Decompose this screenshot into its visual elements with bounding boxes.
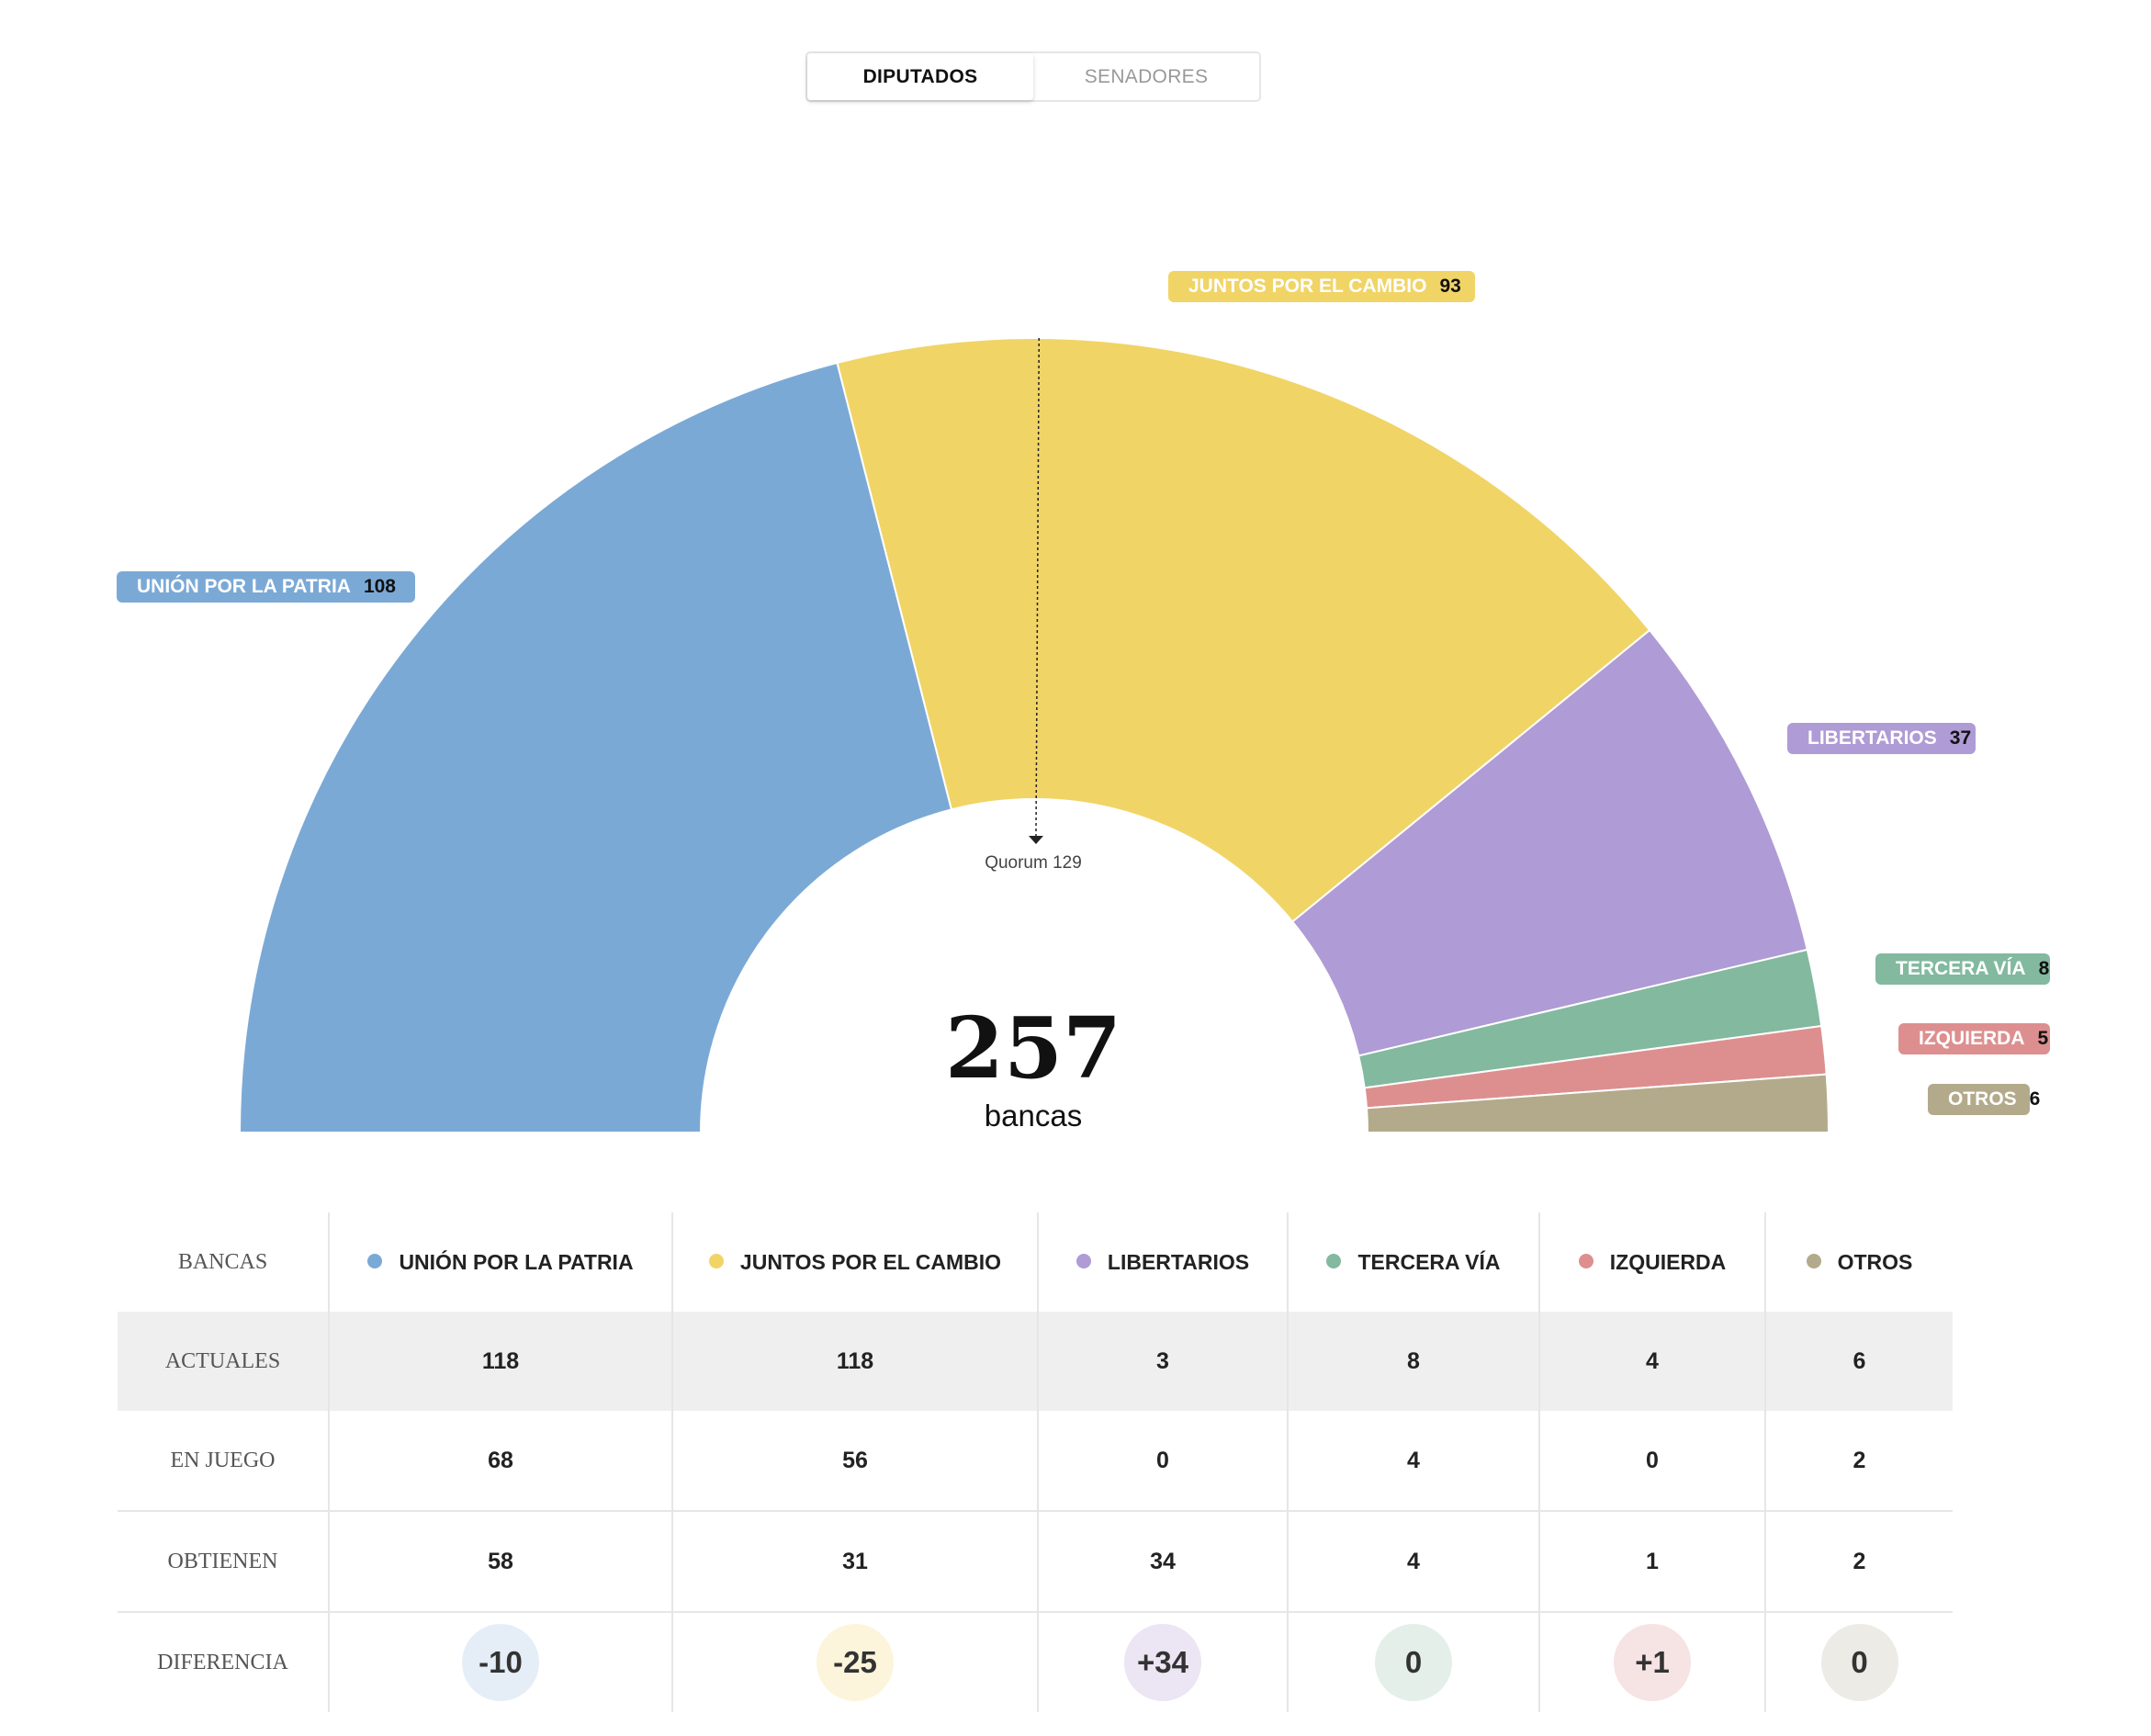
party-label-name: TERCERA VÍA bbox=[1896, 958, 2026, 979]
party-label-seats: 5 bbox=[2037, 1028, 2049, 1049]
party-label-seats: 93 bbox=[1439, 276, 1461, 297]
table-cell: 0 bbox=[1538, 1411, 1765, 1512]
party-label-seats: 37 bbox=[1949, 727, 1972, 749]
difference-badge: 0 bbox=[1375, 1624, 1452, 1701]
party-label: UNIÓN POR LA PATRIA 108 bbox=[117, 571, 415, 603]
party-column-label: TERCERA VÍA bbox=[1357, 1249, 1501, 1274]
party-column-header: UNIÓN POR LA PATRIA bbox=[328, 1212, 672, 1312]
party-label-name: IZQUIERDA bbox=[1919, 1028, 2025, 1049]
table-cell: 34 bbox=[1037, 1511, 1288, 1613]
slice-union-por-la-patria[interactable] bbox=[238, 361, 953, 1133]
party-dot-icon bbox=[1578, 1253, 1594, 1268]
table-cell: 4 bbox=[1287, 1511, 1539, 1613]
row-label: ACTUALES bbox=[118, 1312, 329, 1411]
table-cell: 4 bbox=[1287, 1411, 1539, 1512]
difference-badge: 0 bbox=[1820, 1624, 1898, 1701]
table-cell: +34 bbox=[1037, 1612, 1288, 1712]
table-cell: 2 bbox=[1764, 1511, 1953, 1613]
table-header-row: BANCAS UNIÓN POR LA PATRIA JUNTOS POR EL … bbox=[118, 1212, 1953, 1312]
row-label: DIFERENCIA bbox=[157, 1650, 288, 1674]
party-column-label: OTROS bbox=[1837, 1249, 1913, 1274]
party-dot-icon bbox=[1806, 1253, 1821, 1268]
difference-badge: -25 bbox=[816, 1624, 894, 1701]
party-column-header: IZQUIERDA bbox=[1538, 1212, 1765, 1312]
tab-senadores[interactable]: SENADORES bbox=[1084, 65, 1209, 87]
row-label: OBTIENEN bbox=[118, 1511, 329, 1613]
difference-badge: +1 bbox=[1614, 1624, 1691, 1701]
table-cell: 118 bbox=[328, 1312, 672, 1411]
table-cell: 6 bbox=[1764, 1312, 1953, 1411]
party-column-header: OTROS bbox=[1764, 1212, 1953, 1312]
row-label: EN JUEGO bbox=[118, 1411, 329, 1512]
party-label-seats: 6 bbox=[2029, 1088, 2041, 1110]
tab-diputados[interactable]: DIPUTADOS bbox=[807, 53, 1033, 100]
table-cell: 31 bbox=[671, 1511, 1038, 1613]
table-corner-label: BANCAS bbox=[177, 1249, 268, 1274]
table-cell: 3 bbox=[1037, 1312, 1288, 1411]
total-seats-label: bancas bbox=[984, 1099, 1083, 1133]
quorum-arrow-icon bbox=[1028, 836, 1043, 845]
party-label-seats: 108 bbox=[363, 576, 396, 597]
party-label: OTROS 6 bbox=[1928, 1084, 2040, 1115]
party-dot-icon bbox=[367, 1253, 383, 1268]
table-cell: 56 bbox=[671, 1411, 1038, 1512]
chamber-toggle: DIPUTADOS SENADORES bbox=[805, 51, 1261, 102]
party-label: LIBERTARIOS 37 bbox=[1787, 723, 1976, 754]
quorum-line bbox=[1035, 338, 1041, 837]
party-dot-icon bbox=[1076, 1253, 1091, 1268]
party-column-label: JUNTOS POR EL CAMBIO bbox=[739, 1249, 1002, 1274]
slice-juntos-por-el-cambio[interactable] bbox=[836, 337, 1651, 923]
party-label-name: JUNTOS POR EL CAMBIO bbox=[1188, 276, 1427, 297]
party-label: JUNTOS POR EL CAMBIO 93 bbox=[1168, 271, 1475, 302]
difference-badge: +34 bbox=[1124, 1624, 1201, 1701]
party-column-label: LIBERTARIOS bbox=[1107, 1249, 1250, 1274]
party-dot-icon bbox=[708, 1253, 724, 1268]
table-cell: 0 bbox=[1037, 1411, 1288, 1512]
party-label-name: UNIÓN POR LA PATRIA bbox=[137, 576, 351, 597]
party-column-label: IZQUIERDA bbox=[1609, 1249, 1727, 1274]
party-label-seats: 8 bbox=[2038, 958, 2050, 979]
table-cell: 2 bbox=[1764, 1411, 1953, 1512]
hemicycle-chart bbox=[238, 337, 1830, 1133]
slice-otros[interactable] bbox=[1365, 1073, 1830, 1133]
table-cell: 4 bbox=[1538, 1312, 1765, 1411]
table-row-actuales: ACTUALES 118 118 3 8 4 6 bbox=[118, 1312, 1953, 1411]
table-cell: 118 bbox=[671, 1312, 1038, 1411]
table-row-enjuego: EN JUEGO 68 56 0 4 0 2 bbox=[118, 1411, 1953, 1512]
party-label: IZQUIERDA 5 bbox=[1898, 1023, 2050, 1054]
seats-table: BANCAS UNIÓN POR LA PATRIA JUNTOS POR EL … bbox=[118, 1212, 1953, 1712]
slice-libertarios[interactable] bbox=[1290, 628, 1808, 1057]
party-column-label: UNIÓN POR LA PATRIA bbox=[399, 1249, 634, 1274]
table-cell: 58 bbox=[328, 1511, 672, 1613]
table-cell: -10 bbox=[328, 1612, 672, 1712]
party-column-header: TERCERA VÍA bbox=[1287, 1212, 1539, 1312]
party-label-name: LIBERTARIOS bbox=[1808, 727, 1937, 749]
party-column-header: LIBERTARIOS bbox=[1037, 1212, 1288, 1312]
table-cell: -25 bbox=[671, 1612, 1038, 1712]
table-cell: 1 bbox=[1538, 1511, 1765, 1613]
table-cell: 68 bbox=[328, 1411, 672, 1512]
table-row-diferencia: DIFERENCIA -10 -25 +34 0 +1 0 bbox=[118, 1612, 1953, 1712]
table-cell: +1 bbox=[1538, 1612, 1765, 1712]
party-column-header: JUNTOS POR EL CAMBIO bbox=[671, 1212, 1038, 1312]
table-cell: 8 bbox=[1287, 1312, 1539, 1411]
table-row-obtienen: OBTIENEN 58 31 34 4 1 2 bbox=[118, 1511, 1953, 1613]
table-cell: 0 bbox=[1764, 1612, 1953, 1712]
total-seats: 257 bbox=[944, 998, 1122, 1098]
party-label-name: OTROS bbox=[1948, 1088, 2017, 1110]
quorum-label: Quorum 129 bbox=[985, 853, 1082, 873]
difference-badge: -10 bbox=[462, 1624, 539, 1701]
table-cell: 0 bbox=[1287, 1612, 1539, 1712]
party-dot-icon bbox=[1326, 1253, 1342, 1268]
party-label: TERCERA VÍA 8 bbox=[1875, 953, 2050, 985]
